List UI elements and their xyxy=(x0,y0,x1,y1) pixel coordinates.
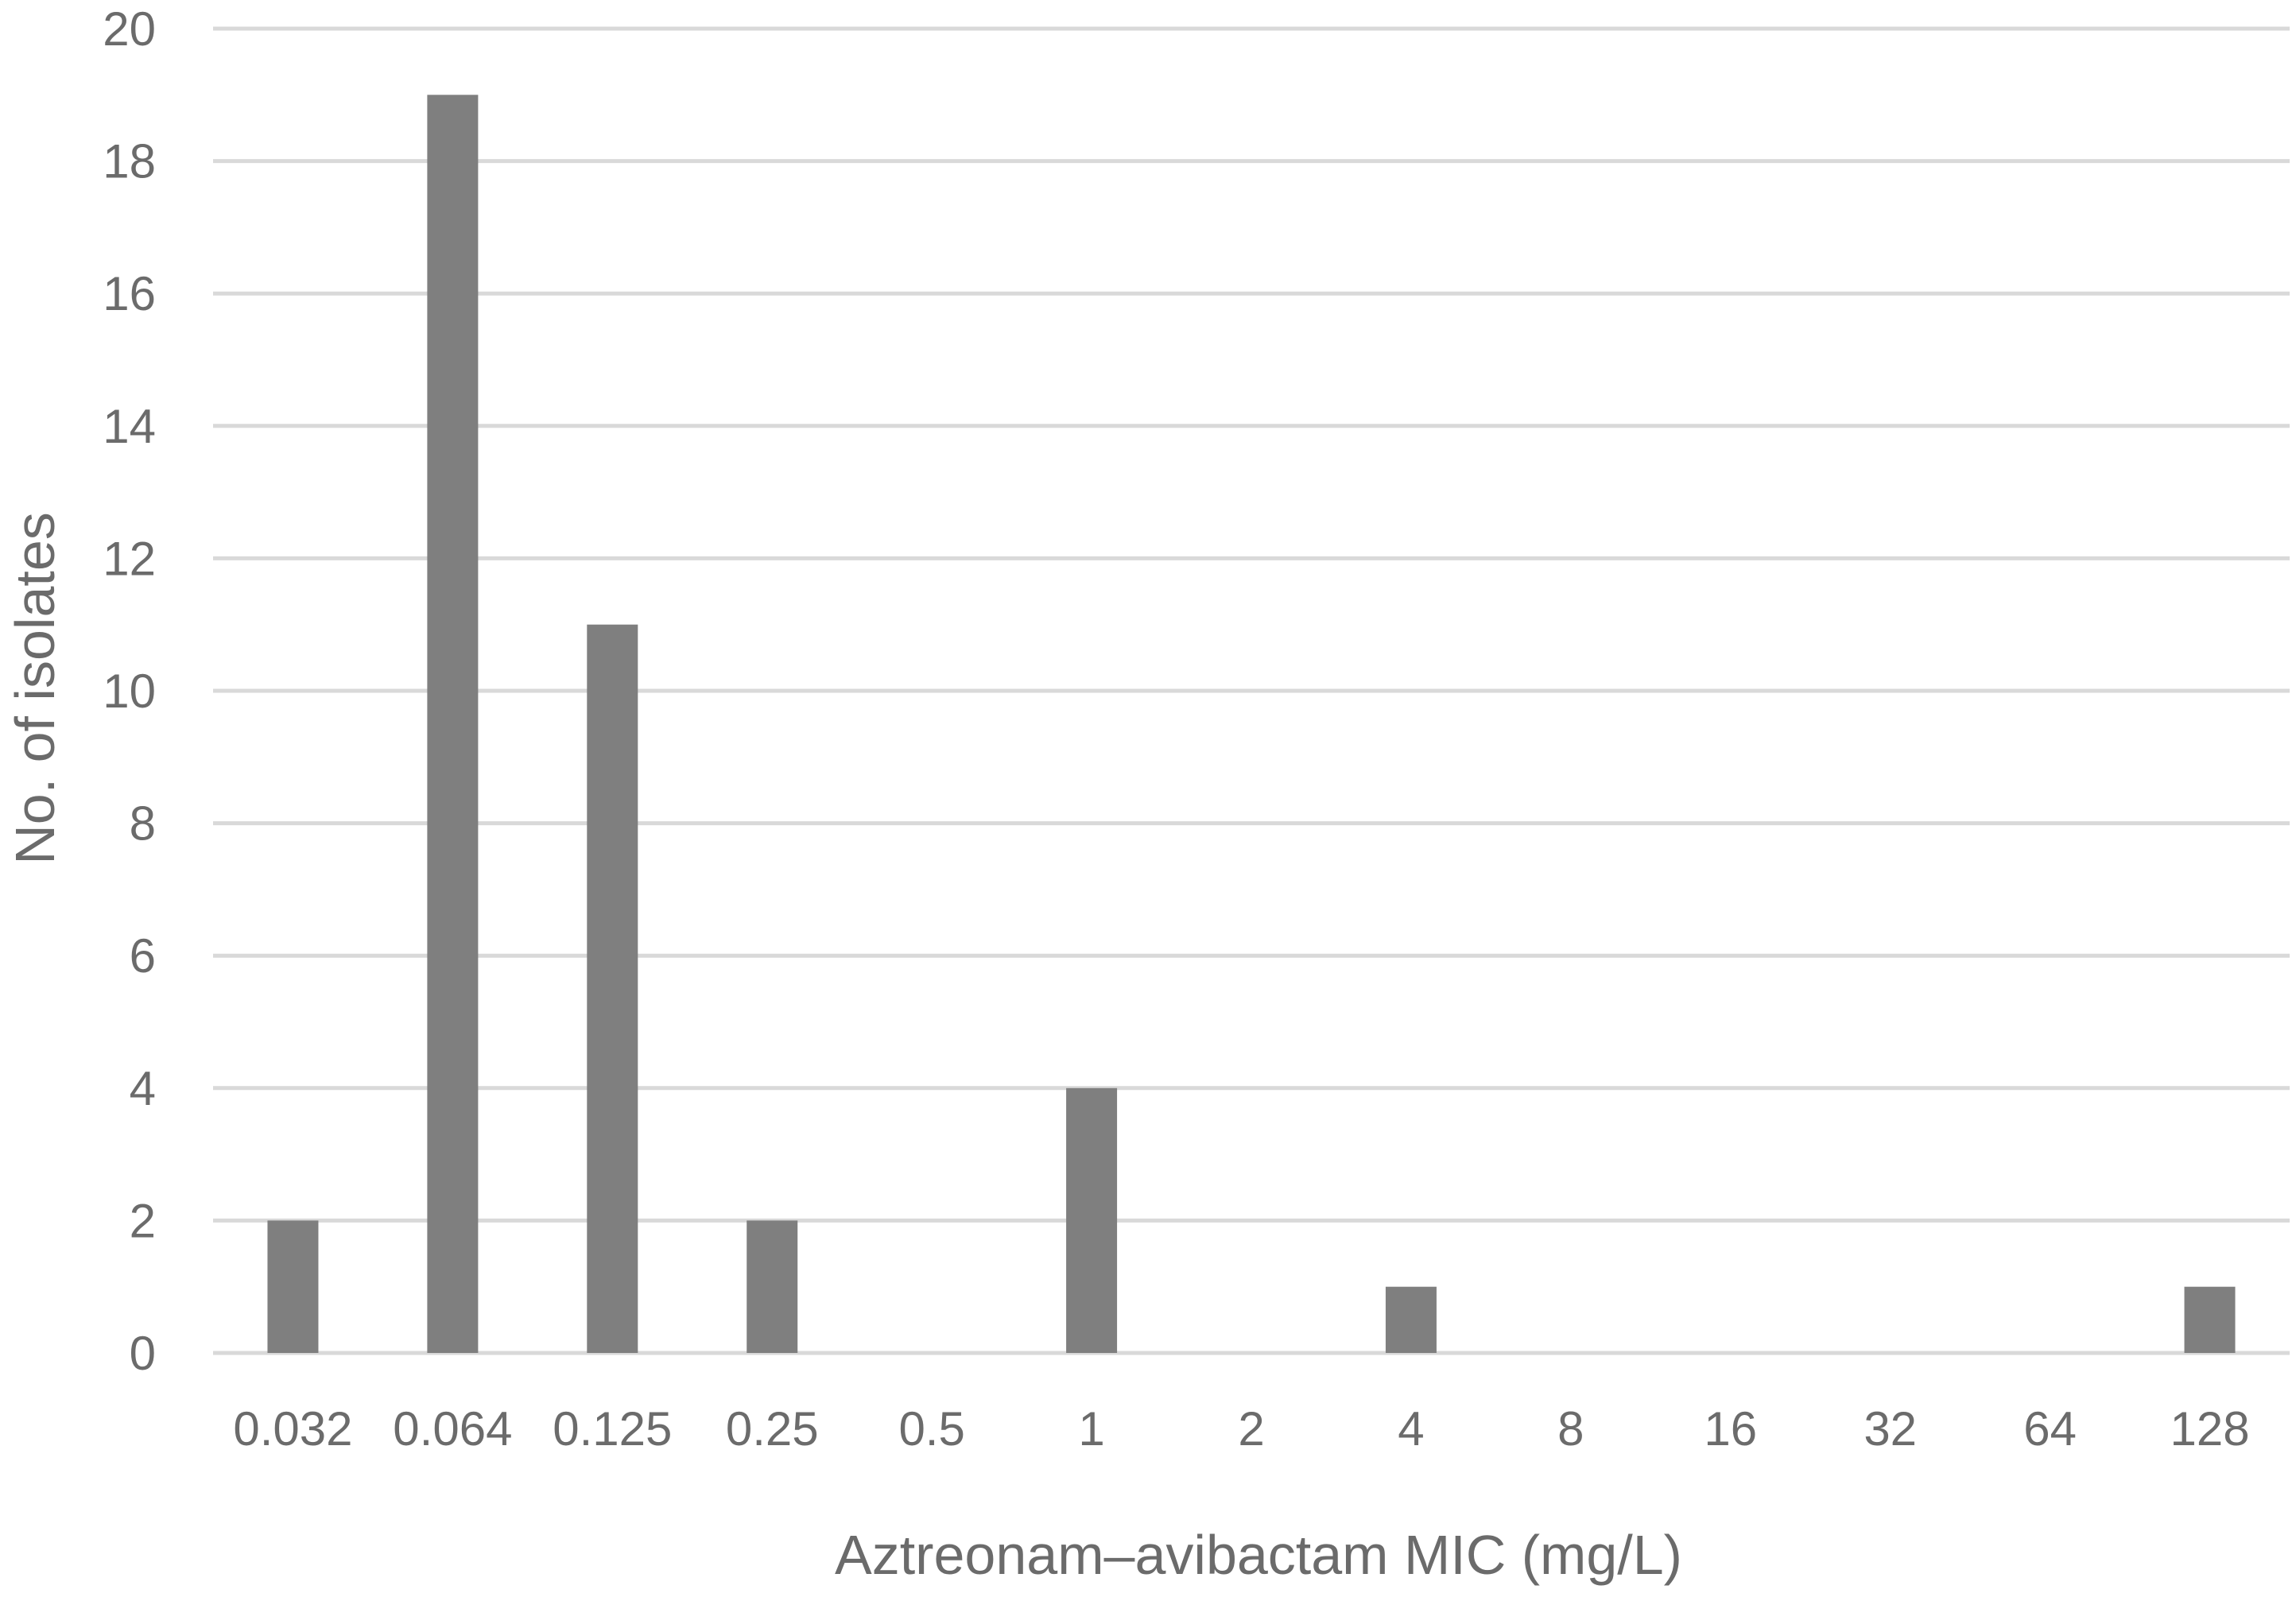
y-axis-title: No. of isolates xyxy=(4,512,66,865)
x-tick-label: 0.125 xyxy=(553,1402,672,1456)
bar xyxy=(747,1220,798,1353)
y-axis-ticks: 0 2 4 6 8 10 12 14 16 18 20 xyxy=(103,2,156,1380)
bar xyxy=(267,1220,319,1353)
x-tick-label: 128 xyxy=(2170,1402,2249,1456)
y-tick-label: 10 xyxy=(103,665,156,718)
bar xyxy=(1385,1286,1437,1353)
x-tick-label: 16 xyxy=(1704,1402,1757,1456)
x-tick-label: 2 xyxy=(1238,1402,1264,1456)
x-tick-label: 1 xyxy=(1078,1402,1104,1456)
y-tick-label: 16 xyxy=(103,267,156,320)
y-tick-label: 14 xyxy=(103,400,156,453)
y-tick-label: 6 xyxy=(130,929,156,983)
x-tick-label: 4 xyxy=(1398,1402,1424,1456)
gridlines xyxy=(213,26,2290,1355)
x-tick-label: 0.064 xyxy=(393,1402,512,1456)
y-tick-label: 12 xyxy=(103,532,156,585)
y-tick-label: 0 xyxy=(130,1327,156,1380)
x-tick-label: 8 xyxy=(1557,1402,1584,1456)
x-tick-label: 0.25 xyxy=(726,1402,819,1456)
y-tick-label: 20 xyxy=(103,2,156,56)
bar xyxy=(1066,1087,1118,1353)
bars xyxy=(267,95,2236,1353)
y-tick-label: 4 xyxy=(130,1062,156,1115)
x-tick-label: 32 xyxy=(1864,1402,1917,1456)
x-tick-label: 0.5 xyxy=(898,1402,964,1456)
y-tick-label: 8 xyxy=(130,797,156,851)
y-tick-label: 2 xyxy=(130,1194,156,1247)
x-tick-label: 64 xyxy=(2023,1402,2077,1456)
x-axis-ticks: 0.032 0.064 0.125 0.25 0.5 1 2 4 8 16 32 64 128 xyxy=(233,1402,2249,1456)
bar xyxy=(587,624,638,1353)
y-tick-label: 18 xyxy=(103,135,156,188)
bar xyxy=(427,95,479,1353)
x-axis-title: Aztreonam–avibactam MIC (mg/L) xyxy=(835,1524,1682,1586)
bar xyxy=(2184,1286,2236,1353)
x-tick-label: 0.032 xyxy=(233,1402,352,1456)
